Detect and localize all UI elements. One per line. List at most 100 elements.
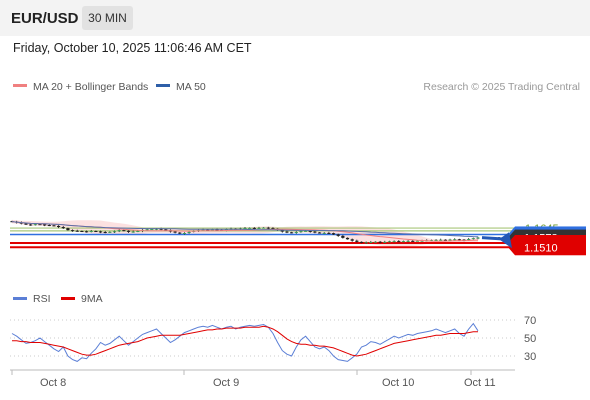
candle-body xyxy=(457,239,461,241)
candle-body xyxy=(280,230,284,232)
rsi-tick-50: 50 xyxy=(524,333,536,345)
candle-body xyxy=(84,231,89,233)
candle-body xyxy=(206,229,210,231)
candle-body xyxy=(439,239,443,241)
candle-body xyxy=(66,228,70,231)
chart-header: EUR/USD 30 MIN xyxy=(0,0,590,36)
symbol-title: EUR/USD xyxy=(11,10,79,27)
x-axis: Oct 8 Oct 9 Oct 10 Oct 11 xyxy=(10,369,515,389)
level-badge-bg xyxy=(515,239,586,256)
candle-body xyxy=(387,241,392,243)
candle-body xyxy=(112,231,117,233)
level-badge-text: 1.1510 xyxy=(524,242,558,254)
credit-text: Research © 2025 Trading Central xyxy=(423,81,580,93)
candle-body xyxy=(201,229,205,231)
candle-body xyxy=(136,231,140,233)
candle-body xyxy=(145,229,149,231)
candle-body xyxy=(29,224,33,226)
candle-body xyxy=(248,227,252,229)
candle-body xyxy=(443,239,447,241)
candle-body xyxy=(210,229,214,231)
candle-body xyxy=(33,224,37,226)
candle-body xyxy=(215,229,219,231)
timeframe-button[interactable]: 30 MIN xyxy=(82,6,133,30)
candle-body xyxy=(70,230,75,232)
x-tick-label: Oct 10 xyxy=(382,377,414,389)
candle-body xyxy=(401,241,406,243)
candle-body xyxy=(290,232,294,234)
candle-body xyxy=(453,239,457,241)
ma20-legend-label: MA 20 + Bollinger Bands xyxy=(33,81,148,93)
rsi-legend-label: RSI xyxy=(33,293,51,305)
candle-body xyxy=(467,239,471,241)
candle-body xyxy=(262,227,266,229)
candle-body xyxy=(448,239,452,241)
candle-body xyxy=(378,241,382,243)
candle-body xyxy=(411,240,415,242)
candle-body xyxy=(52,225,56,227)
candle-body xyxy=(187,231,191,234)
candle-body xyxy=(224,229,228,231)
bollinger-band xyxy=(12,219,478,247)
candle-body xyxy=(322,232,326,234)
candle-body xyxy=(327,232,331,234)
candle-body xyxy=(331,233,336,235)
ma50-line xyxy=(11,221,479,238)
candle-body xyxy=(178,232,182,234)
x-tick-label: Oct 8 xyxy=(40,377,66,389)
candle-body xyxy=(252,227,256,229)
x-tick-label: Oct 9 xyxy=(213,377,239,389)
candle-body xyxy=(471,238,475,240)
candle-body xyxy=(75,230,79,232)
candle-body xyxy=(308,230,312,232)
candle-body xyxy=(271,228,275,230)
candle-body xyxy=(150,229,154,231)
candle-body xyxy=(359,241,364,243)
rsi-series-9ma xyxy=(12,325,478,357)
candle-body xyxy=(285,231,289,233)
candle-body xyxy=(313,231,317,233)
candle-body xyxy=(98,231,103,233)
rsi-plot-area: 70 50 30 xyxy=(10,315,536,363)
candle-body xyxy=(317,232,322,234)
candle-body xyxy=(434,239,438,241)
candle-body xyxy=(345,237,350,240)
candle-body xyxy=(43,224,47,226)
candle-body xyxy=(406,240,410,242)
candle-body xyxy=(243,228,247,230)
level-badge-1.1510: 1.1510 xyxy=(508,239,586,256)
candle-body xyxy=(294,232,298,234)
candle-body xyxy=(164,229,168,231)
candle-body xyxy=(383,241,387,243)
candle-body xyxy=(303,230,308,232)
candle-body xyxy=(257,227,261,229)
candle-body xyxy=(182,233,187,235)
candle-body xyxy=(420,240,424,242)
price-plot-area: 1.16451.16251.16001.15781.15401.1510 xyxy=(10,219,586,256)
candle-body xyxy=(369,242,373,244)
candle-body xyxy=(122,230,126,232)
candle-body xyxy=(38,224,42,226)
candle-body xyxy=(299,231,303,233)
candle-body xyxy=(154,228,159,230)
rsi-series-rsi xyxy=(11,322,479,362)
candle-body xyxy=(159,228,163,230)
ma50-legend-swatch xyxy=(156,84,170,87)
candle-body xyxy=(47,225,51,227)
candle-body xyxy=(131,231,135,233)
rsi-tick-70: 70 xyxy=(524,315,536,327)
candle-body xyxy=(415,240,420,242)
candle-body xyxy=(24,223,28,225)
forecast-arrow-head xyxy=(499,232,512,249)
ma9-legend-swatch xyxy=(61,297,75,300)
candle-body xyxy=(117,230,121,232)
candle-body xyxy=(103,232,107,234)
ma20-legend-swatch xyxy=(13,84,27,87)
candle-body xyxy=(364,242,368,244)
candle-body xyxy=(266,227,270,229)
candle-body xyxy=(341,235,345,238)
rsi-legend-swatch xyxy=(13,297,27,300)
candle-body xyxy=(173,231,177,233)
candle-body xyxy=(397,241,401,243)
ma9-legend-label: 9MA xyxy=(81,293,103,305)
